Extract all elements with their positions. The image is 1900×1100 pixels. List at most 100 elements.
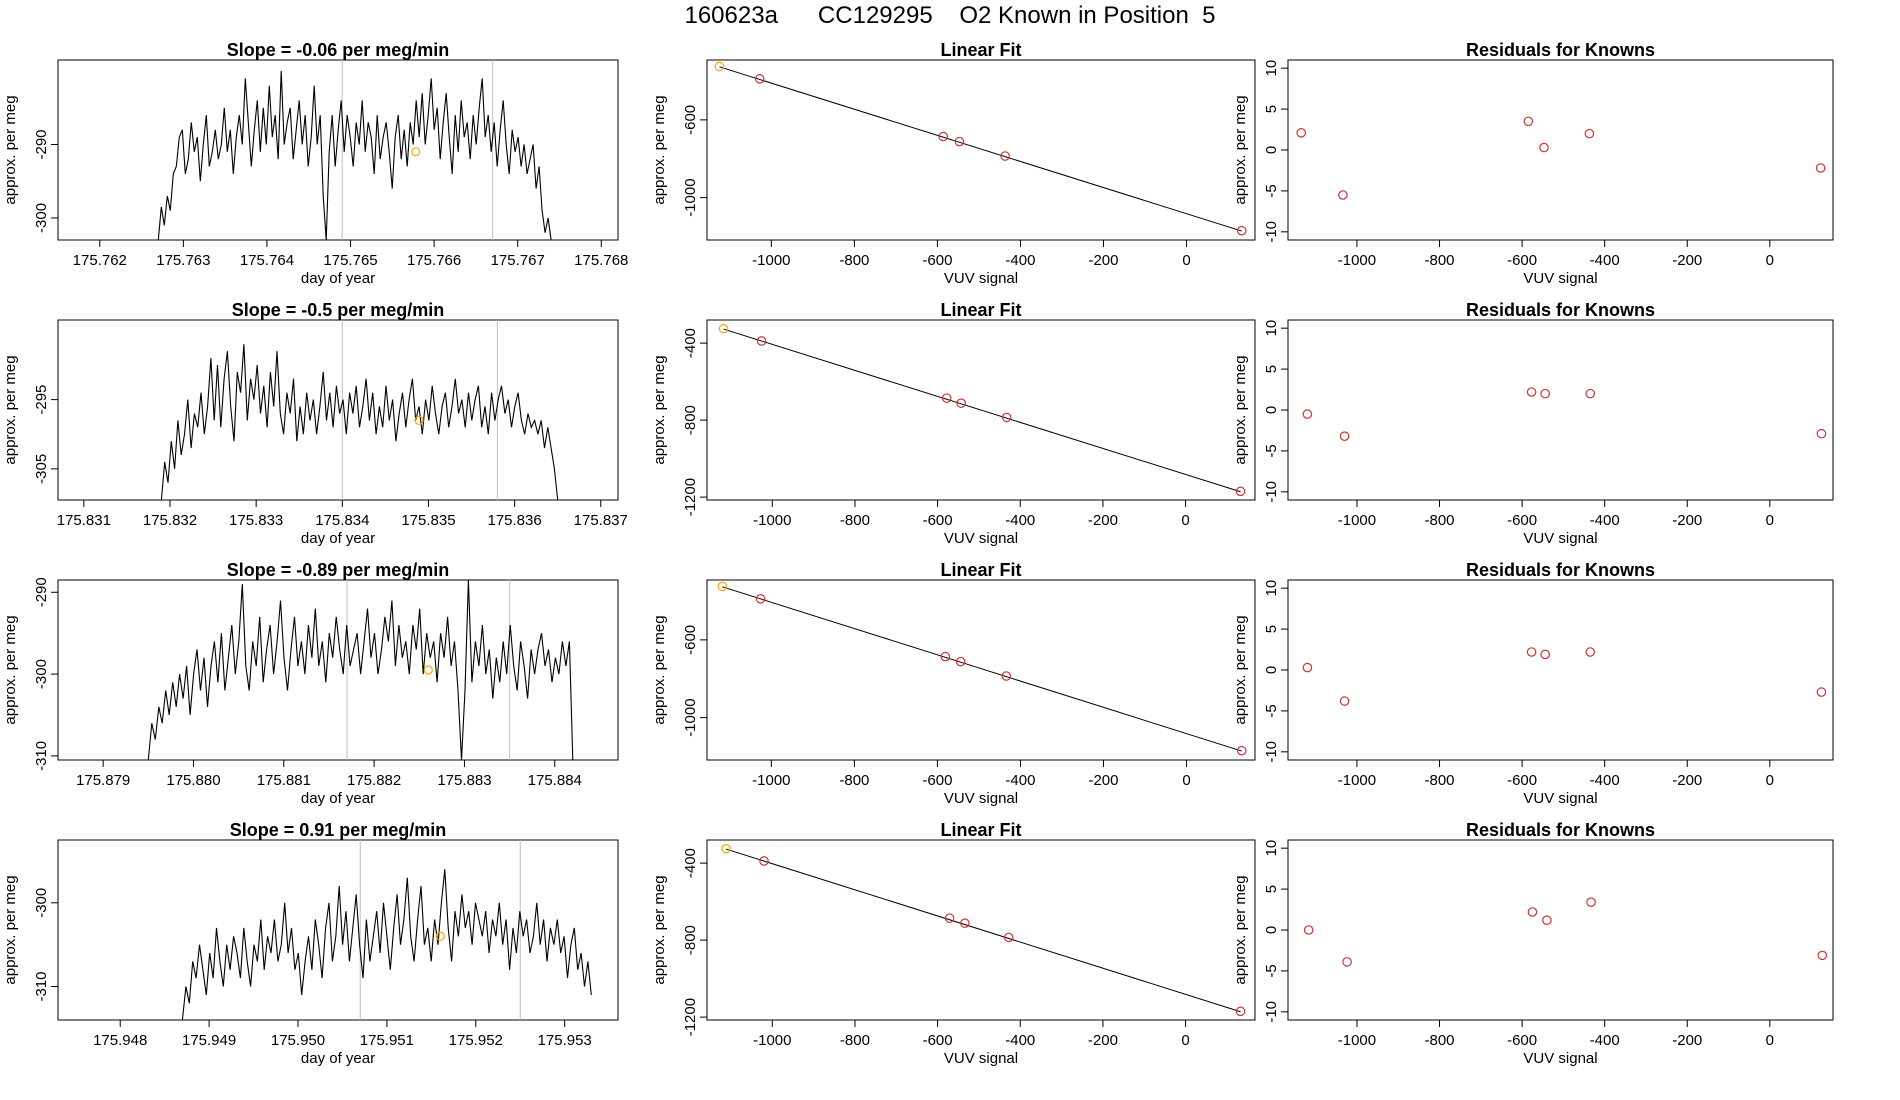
residuals-2-y-tick-label: -5: [1263, 444, 1280, 457]
residuals-2-x-tick-label: -800: [1425, 512, 1455, 529]
time-series-2-y-tick-label: -305: [33, 454, 50, 484]
linear-fit-2-data-point: [756, 336, 767, 346]
linear-fit-1-fit-line: [719, 66, 1242, 232]
residuals-1-x-tick-label: -400: [1590, 252, 1620, 269]
time-series-1-standard-point: [411, 147, 421, 157]
time-series-4-x-tick-label: 175.948: [93, 1032, 147, 1049]
time-series-2-y-label: approx. per meg: [2, 355, 19, 464]
linear-fit-2-data-point: [718, 323, 729, 334]
linear-fit-2-title: Linear Fit: [940, 300, 1021, 320]
linear-fit-4-y-label: approx. per meg: [651, 875, 668, 984]
residuals-4-x-label: VUV signal: [1523, 1050, 1597, 1067]
residuals-4-y-tick-label: -10: [1263, 1001, 1280, 1023]
time-series-4-x-label: day of year: [301, 1050, 375, 1067]
linear-fit-1-x-label: VUV signal: [944, 270, 1018, 287]
residuals-2-y-label: approx. per meg: [1232, 355, 1249, 464]
linear-fit-2-y-tick-label: -800: [682, 405, 699, 435]
residuals-4-x-tick-label: -1000: [1338, 1032, 1376, 1049]
linear-fit-3-x-tick-label: -200: [1088, 772, 1118, 789]
time-series-1-x-tick-label: 175.763: [156, 252, 210, 269]
linear-fit-3-title: Linear Fit: [940, 560, 1021, 580]
time-series-3-y-tick-label: -290: [33, 577, 50, 607]
residuals-2-x-tick-label: -1000: [1338, 512, 1376, 529]
linear-fit-3-frame: [706, 579, 1256, 761]
residuals-1-y-tick-label: -10: [1263, 221, 1280, 243]
linear-fit-2-data-point: [1235, 486, 1246, 497]
linear-fit-1-x-tick-label: -1000: [752, 252, 790, 269]
linear-fit-2-data-point: [1001, 412, 1012, 423]
time-series-3-y-tick-label: -300: [33, 659, 50, 689]
linear-fit-4-x-tick-label: -800: [840, 1032, 870, 1049]
linear-fit-2-y-tick-label: -1200: [682, 478, 699, 516]
time-series-1-x-tick-label: 175.768: [574, 252, 628, 269]
linear-fit-3-y-label: approx. per meg: [651, 615, 668, 724]
linear-fit-4-y-tick-label: -800: [682, 925, 699, 955]
linear-fit-1-x-tick-label: -600: [922, 252, 952, 269]
residuals-1-x-tick-label: -600: [1507, 252, 1537, 269]
time-series-3-x-tick-label: 175.880: [166, 772, 220, 789]
linear-fit-2-x-tick-label: -400: [1005, 512, 1035, 529]
residuals-4-data-point: [1817, 950, 1828, 961]
residuals-1-data-point: [1815, 163, 1826, 173]
linear-fit-3-data-point: [940, 651, 951, 662]
time-series-1-x-label: day of year: [301, 270, 375, 287]
time-series-4-title: Slope = 0.91 per meg/min: [230, 820, 447, 840]
residuals-1-x-tick-label: 0: [1766, 252, 1774, 269]
linear-fit-1-x-tick-label: -800: [839, 252, 869, 269]
residuals-3-x-tick-label: -600: [1507, 772, 1537, 789]
linear-fit-3-data-point: [717, 581, 728, 592]
linear-fit-1-x-tick-label: -200: [1088, 252, 1118, 269]
residuals-1-x-tick-label: -1000: [1338, 252, 1376, 269]
residuals-1-y-tick-label: -5: [1263, 184, 1280, 197]
time-series-4-y-tick-label: -300: [33, 888, 50, 918]
residuals-1-y-tick-label: 10: [1263, 60, 1280, 77]
residuals-4-x-tick-label: 0: [1766, 1032, 1774, 1049]
residuals-1-data-point: [1296, 128, 1307, 138]
residuals-2-y-tick-label: 10: [1263, 320, 1280, 337]
time-series-1-series-line: [157, 70, 552, 240]
residuals-4-x-tick-label: -800: [1425, 1032, 1455, 1049]
time-series-4-y-tick-label: -310: [33, 971, 50, 1001]
time-series-1-title: Slope = -0.06 per meg/min: [227, 40, 450, 60]
time-series-2-x-tick-label: 175.836: [487, 512, 541, 529]
residuals-3-y-tick-label: 10: [1263, 580, 1280, 597]
residuals-4-y-tick-label: 10: [1263, 840, 1280, 857]
time-series-2-x-label: day of year: [301, 530, 375, 547]
linear-fit-1-data-point: [1000, 151, 1010, 161]
linear-fit-1-data-point: [954, 136, 965, 147]
time-series-1-x-tick-label: 175.766: [407, 252, 461, 269]
linear-fit-4-data-point: [1003, 932, 1014, 943]
residuals-4-data-point: [1342, 957, 1352, 967]
linear-fit-3-data-point: [1236, 745, 1247, 756]
residuals-3-data-point: [1339, 696, 1350, 706]
residuals-3-data-point: [1816, 687, 1827, 697]
linear-fit-4-data-point: [721, 843, 731, 854]
residuals-3-frame: [1287, 579, 1834, 761]
residuals-2-y-tick-label: 0: [1263, 406, 1280, 414]
linear-fit-4-fit-line: [725, 848, 1241, 1013]
residuals-3-x-tick-label: -1000: [1338, 772, 1376, 789]
residuals-1-frame: [1287, 59, 1834, 241]
linear-fit-2-data-point: [941, 393, 952, 403]
linear-fit-1-y-tick-label: -1000: [682, 178, 699, 216]
residuals-2-data-point: [1585, 388, 1596, 399]
linear-fit-4-x-tick-label: -400: [1005, 1032, 1035, 1049]
linear-fit-2-data-point: [956, 398, 966, 408]
residuals-4-y-label: approx. per meg: [1232, 875, 1249, 984]
time-series-3-frame: [57, 579, 619, 761]
linear-fit-2-frame: [706, 319, 1256, 501]
linear-fit-2-x-tick-label: -1000: [753, 512, 791, 529]
time-series-4-x-tick-label: 175.952: [449, 1032, 503, 1049]
time-series-2-frame: [57, 319, 619, 501]
linear-fit-2-fit-line: [723, 328, 1241, 493]
residuals-3-y-tick-label: 0: [1263, 666, 1280, 674]
linear-fit-3-x-tick-label: -800: [839, 772, 869, 789]
linear-fit-4-x-tick-label: -600: [923, 1032, 953, 1049]
time-series-1-y-tick-label: -290: [33, 129, 50, 159]
linear-fit-3-x-tick-label: -600: [922, 772, 952, 789]
residuals-4-data-point: [1527, 907, 1538, 917]
residuals-2-title: Residuals for Knowns: [1466, 300, 1655, 320]
residuals-2-data-point: [1816, 428, 1827, 439]
residuals-4-x-tick-label: -200: [1672, 1032, 1702, 1049]
linear-fit-3-fit-line: [722, 586, 1242, 752]
